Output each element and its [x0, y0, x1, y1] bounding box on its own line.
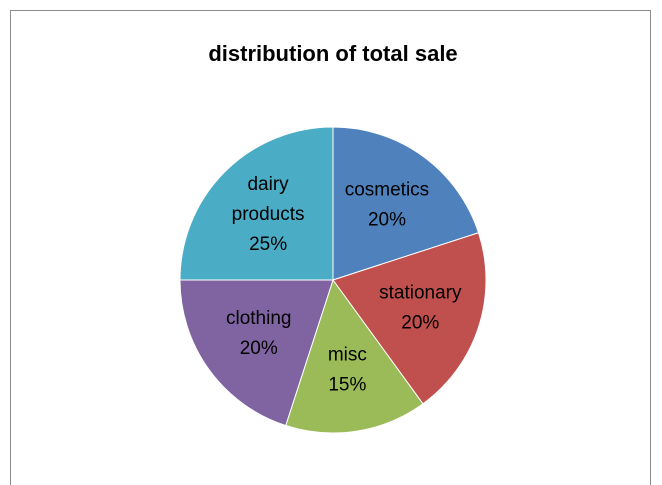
- slice-label: misc: [328, 345, 367, 366]
- value-label: 20%: [368, 210, 406, 231]
- pie-slice: [179, 279, 334, 427]
- value-label: 20%: [240, 338, 278, 359]
- slice-label: dairy products: [232, 174, 305, 225]
- slice-label: clothing: [226, 308, 292, 329]
- value-label: 15%: [328, 375, 366, 396]
- slice-label: stationary: [379, 282, 462, 303]
- pie-slice: [285, 278, 424, 434]
- pie-slice: [179, 126, 334, 281]
- pie-slice: [332, 232, 487, 405]
- value-label: 25%: [249, 234, 287, 255]
- chart-title: distribution of total sale: [208, 41, 457, 66]
- slice-label: cosmetics: [345, 180, 429, 201]
- value-label: 20%: [401, 312, 439, 333]
- pie-slice: [332, 126, 480, 281]
